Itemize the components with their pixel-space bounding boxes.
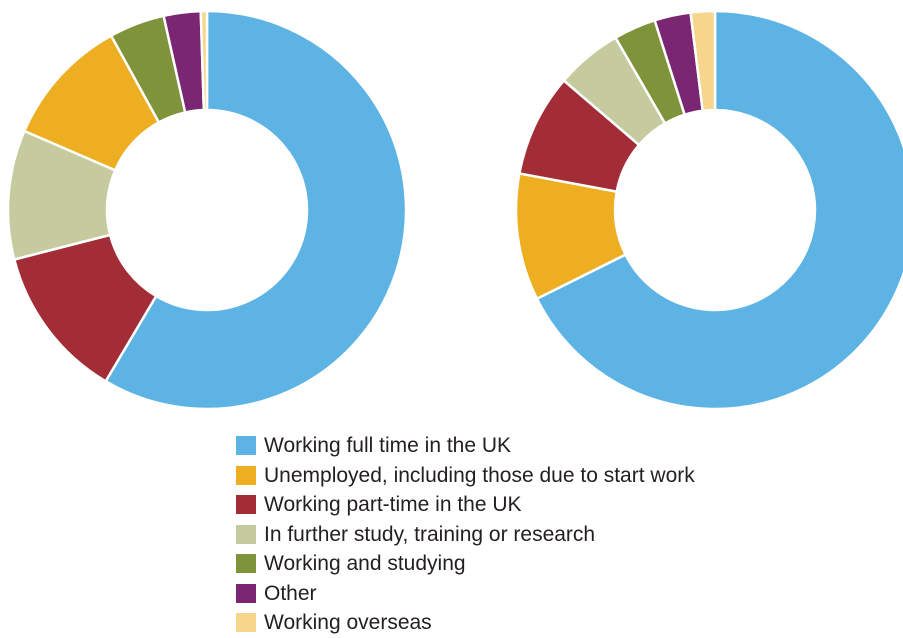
legend-item-working-overseas: Working overseas	[236, 608, 695, 638]
legend-label: Unemployed, including those due to start…	[264, 463, 695, 487]
legend-item-working-full-time: Working full time in the UK	[236, 431, 695, 461]
donut-chart-left	[6, 9, 408, 411]
donut-charts-area	[6, 9, 903, 411]
donut-slice-working-full-time-in-the-uk	[535, 9, 903, 411]
legend-item-further-study: In further study, training or research	[236, 520, 695, 550]
legend-item-other: Other	[236, 579, 695, 609]
donut-slice-working-overseas	[199, 9, 209, 112]
legend-label: In further study, training or research	[264, 522, 596, 546]
legend-item-working-and-studying: Working and studying	[236, 549, 695, 579]
donut-chart-right	[514, 9, 903, 411]
legend-swatch	[236, 613, 256, 633]
legend-item-working-part-time: Working part-time in the UK	[236, 490, 695, 520]
legend-swatch	[236, 495, 256, 515]
legend-label: Working part-time in the UK	[264, 493, 522, 517]
donut-slice-working-overseas	[689, 9, 717, 113]
legend-swatch	[236, 583, 256, 603]
legend: Working full time in the UK Unemployed, …	[236, 431, 695, 638]
legend-label: Working overseas	[264, 611, 432, 635]
legend-swatch	[236, 524, 256, 544]
legend-swatch	[236, 436, 256, 456]
legend-label: Working full time in the UK	[264, 434, 512, 458]
legend-item-unemployed: Unemployed, including those due to start…	[236, 461, 695, 491]
legend-label: Working and studying	[264, 552, 466, 576]
legend-label: Other	[264, 581, 317, 605]
legend-swatch	[236, 554, 256, 574]
legend-swatch	[236, 465, 256, 485]
donut-slice-working-full-time-in-the-uk	[104, 9, 408, 411]
